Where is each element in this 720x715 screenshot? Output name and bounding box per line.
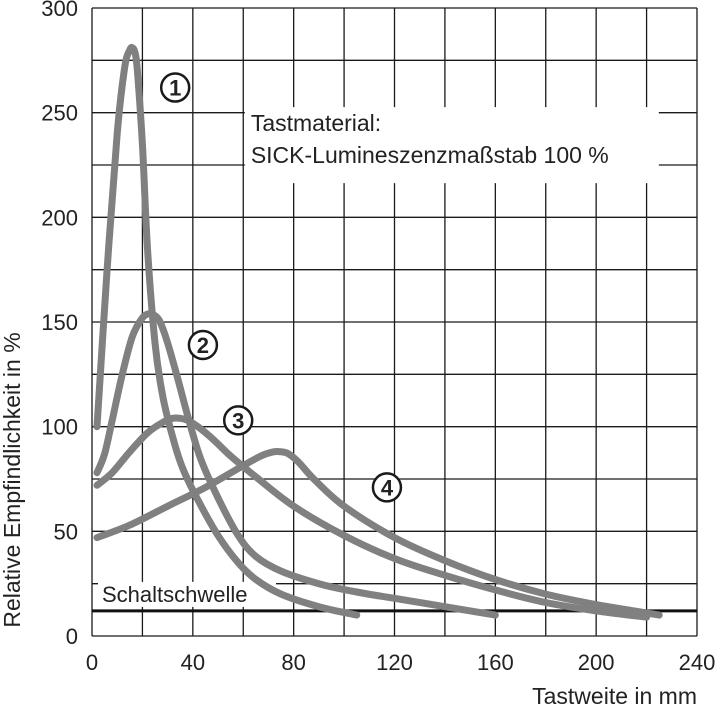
tick-labels: 0 40 80 120 160 200 240 0 50 100 150 200 250 300 <box>41 0 715 675</box>
series-marker-2: 2 <box>197 333 209 358</box>
y-tick-label: 100 <box>41 415 78 440</box>
annotation-line: SICK-Lumineszenzmaßstab 100 % <box>251 142 609 168</box>
series-marker-circle-2 <box>187 329 219 361</box>
y-tick-label: 50 <box>54 519 78 544</box>
series-line-4 <box>93 447 663 619</box>
series-markers: 1 2 3 4 <box>159 72 403 503</box>
series-marker-circle-1 <box>159 72 191 103</box>
series-marker-4: 4 <box>381 475 394 500</box>
annotation-line: Tastmaterial: <box>251 110 381 136</box>
x-axis-title: Tastweite in mm <box>532 683 697 709</box>
y-tick-label: 200 <box>41 205 78 230</box>
series-marker-circle-3 <box>222 405 254 436</box>
x-tick-label: 0 <box>86 650 98 675</box>
series-line-3 <box>93 414 651 621</box>
annotation-bg <box>244 107 659 184</box>
x-tick-label: 40 <box>181 650 205 675</box>
y-tick-label: 250 <box>41 101 78 126</box>
x-tick-label: 160 <box>477 650 514 675</box>
y-tick-label: 0 <box>66 624 78 649</box>
y-axis-title: Relative Empfindlichkeit in % <box>0 332 25 627</box>
series-line-1 <box>93 44 361 619</box>
series-line-2 <box>93 310 499 619</box>
x-tick-label: 200 <box>578 650 615 675</box>
annotation-group: Tastmaterial: SICK-Lumineszenzmaßstab 100… <box>244 107 659 184</box>
grid <box>91 7 698 637</box>
series-marker-3: 3 <box>232 408 244 433</box>
series-group <box>93 44 663 621</box>
threshold-label: Schaltschwelle <box>102 582 248 607</box>
series-marker-1: 1 <box>169 76 181 101</box>
y-tick-label: 300 <box>41 0 78 21</box>
y-tick-label: 150 <box>41 310 78 335</box>
x-tick-label: 80 <box>281 650 305 675</box>
threshold-label-bg <box>98 581 276 607</box>
x-tick-label: 240 <box>679 650 716 675</box>
series-marker-circle-4 <box>371 472 403 503</box>
x-tick-label: 120 <box>376 650 413 675</box>
